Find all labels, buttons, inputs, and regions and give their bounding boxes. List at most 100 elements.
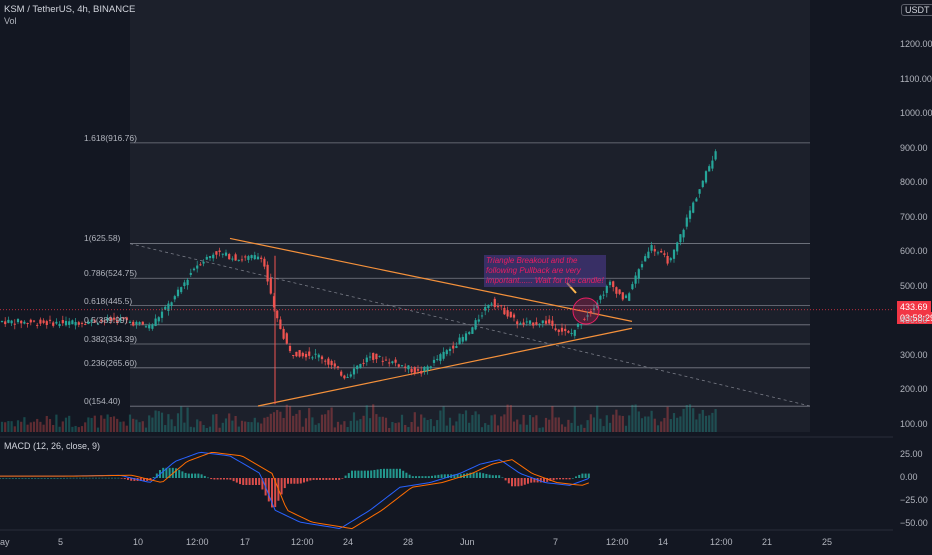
- candle-body: [679, 234, 682, 243]
- candle-body: [490, 303, 493, 305]
- candle-body: [39, 319, 42, 324]
- volume-bar: [631, 404, 634, 432]
- candle-body: [618, 289, 621, 294]
- candle-body: [157, 317, 160, 322]
- candle-body: [394, 359, 397, 363]
- macd-histogram-bar: [488, 474, 491, 478]
- candle-body: [557, 329, 560, 333]
- candle-body: [269, 278, 272, 294]
- volume-bar: [266, 416, 269, 432]
- volume-bar: [199, 421, 202, 432]
- volume-bar: [263, 417, 266, 432]
- macd-histogram-bar: [91, 477, 94, 479]
- volume-bar: [272, 412, 276, 432]
- volume-bar: [183, 422, 186, 432]
- breakout-circle-marker: [572, 297, 600, 325]
- y-tick-label: 500.00: [900, 280, 928, 291]
- y-tick-label: 1000.00: [900, 108, 932, 119]
- volume-bar: [580, 424, 583, 432]
- volume-bar: [676, 417, 679, 432]
- volume-bar: [228, 413, 231, 432]
- volume-bar: [317, 423, 320, 432]
- macd-histogram-bar: [373, 469, 376, 478]
- candle-body: [266, 264, 269, 282]
- volume-bar: [452, 425, 455, 432]
- candle-body: [32, 320, 36, 322]
- macd-histogram-bar: [69, 477, 72, 479]
- macd-histogram-bar: [280, 478, 283, 495]
- candle-body: [74, 321, 77, 326]
- volume-bar: [55, 414, 58, 432]
- candle-body: [692, 202, 695, 213]
- macd-histogram-bar: [331, 478, 334, 480]
- candle-body: [128, 321, 132, 324]
- volume-bar: [554, 417, 557, 432]
- candle-body: [583, 318, 586, 320]
- currency-selector[interactable]: USDT: [901, 4, 932, 16]
- candle-body: [602, 294, 605, 296]
- volume-bar: [602, 426, 605, 432]
- volume-bar: [180, 406, 183, 432]
- candle-body: [503, 307, 506, 315]
- candle-body: [298, 350, 301, 357]
- macd-histogram-bar: [421, 476, 424, 478]
- candle-body: [304, 353, 308, 358]
- y-tick-label: 800.00: [900, 177, 928, 188]
- volume-bar: [314, 424, 317, 432]
- macd-histogram-bar: [399, 468, 401, 478]
- volume-bar: [29, 422, 32, 432]
- volume-bar: [583, 427, 586, 432]
- last-price-badge: 433.69: [897, 301, 931, 313]
- macd-histogram-bar: [287, 478, 289, 484]
- candle-body: [551, 320, 554, 326]
- macd-histogram-bar: [66, 477, 69, 479]
- macd-histogram-bar: [11, 478, 14, 479]
- candle-body: [416, 369, 420, 371]
- candle-body: [650, 245, 653, 251]
- candle-body: [637, 269, 640, 279]
- candle-body: [448, 348, 452, 352]
- macd-histogram-bar: [293, 478, 296, 484]
- macd-histogram-bar: [504, 478, 507, 481]
- candle-body: [538, 323, 541, 326]
- candle-body: [205, 256, 208, 260]
- candle-body: [349, 374, 352, 377]
- candle-body: [685, 217, 688, 227]
- volume-bar: [343, 421, 346, 432]
- volume-bar: [346, 427, 349, 432]
- volume-bar: [304, 418, 308, 432]
- macd-histogram-bar: [27, 478, 30, 479]
- volume-bar: [541, 427, 544, 432]
- candle-body: [608, 281, 612, 286]
- volume-bar: [64, 417, 68, 432]
- candle-body: [52, 322, 55, 326]
- volume-bar: [522, 414, 525, 432]
- candle-body: [208, 255, 212, 259]
- candle-body: [253, 255, 256, 260]
- volume-bar: [320, 414, 324, 432]
- macd-histogram-bar: [466, 473, 469, 478]
- macd-histogram-bar: [584, 473, 587, 478]
- candle-body: [13, 323, 16, 325]
- volume-bar: [503, 414, 506, 432]
- candle-body: [148, 324, 151, 329]
- candle-body: [192, 268, 196, 271]
- volume-bar: [653, 418, 656, 432]
- candle-body: [263, 258, 266, 267]
- macd-histogram-bar: [581, 473, 584, 478]
- macd-histogram-bar: [431, 475, 433, 478]
- symbol-title: KSM / TetherUS, 4h, BINANCE: [4, 4, 136, 15]
- macd-histogram-bar: [389, 468, 392, 478]
- candle-body: [423, 366, 426, 372]
- candle-body: [144, 326, 148, 328]
- volume-bar: [708, 415, 711, 432]
- macd-histogram-bar: [155, 473, 158, 478]
- macd-histogram-bar: [357, 470, 360, 478]
- macd-histogram-bar: [469, 472, 472, 478]
- candle-body: [320, 356, 324, 360]
- candle-body: [260, 257, 263, 259]
- macd-histogram-bar: [520, 478, 523, 486]
- volume-bar: [20, 421, 23, 432]
